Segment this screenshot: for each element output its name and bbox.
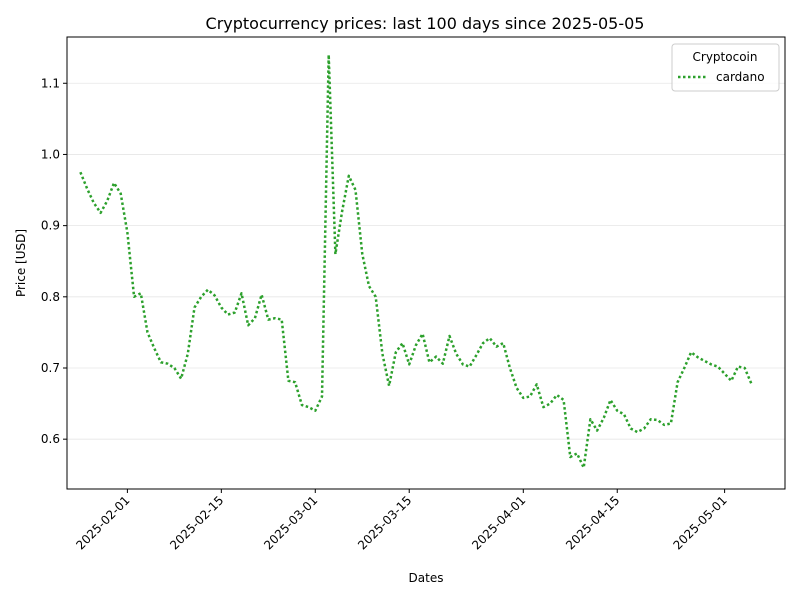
y-gridlines xyxy=(67,82,785,440)
x-tick-label: 2025-03-15 xyxy=(355,493,414,552)
y-tick-label: 0.6 xyxy=(41,432,60,446)
x-axis-label: Dates xyxy=(409,571,444,585)
series-layer xyxy=(79,53,753,469)
legend-entry-cardano: cardano xyxy=(716,70,765,84)
y-tick-label: 0.8 xyxy=(41,290,60,304)
plot-frame xyxy=(66,36,786,490)
y-tick-label: 0.9 xyxy=(41,219,60,233)
series-line-cardano xyxy=(79,53,753,469)
y-tick-label: 0.7 xyxy=(41,361,60,375)
x-tick-label: 2025-02-01 xyxy=(73,493,132,552)
chart-title: Cryptocurrency prices: last 100 days sin… xyxy=(206,14,645,33)
legend-box xyxy=(671,43,780,92)
legend: Cryptocoin cardano xyxy=(671,43,780,92)
x-tick-label: 2025-03-01 xyxy=(261,493,320,552)
y-tick-label: 1.0 xyxy=(41,147,60,161)
x-tick-label: 2025-04-15 xyxy=(563,493,622,552)
y-axis-ticks: 0.6 0.7 0.8 0.9 1.0 1.1 xyxy=(41,76,67,446)
x-tick-label: 2025-04-01 xyxy=(469,493,528,552)
x-tick-label: 2025-02-15 xyxy=(167,493,226,552)
legend-title: Cryptocoin xyxy=(693,50,758,64)
y-axis-label: Price [USD] xyxy=(14,229,28,297)
x-tick-label: 2025-05-01 xyxy=(671,493,730,552)
x-axis-ticks: 2025-02-01 2025-02-15 2025-03-01 2025-03-15… xyxy=(73,489,730,552)
y-tick-label: 1.1 xyxy=(41,76,60,90)
